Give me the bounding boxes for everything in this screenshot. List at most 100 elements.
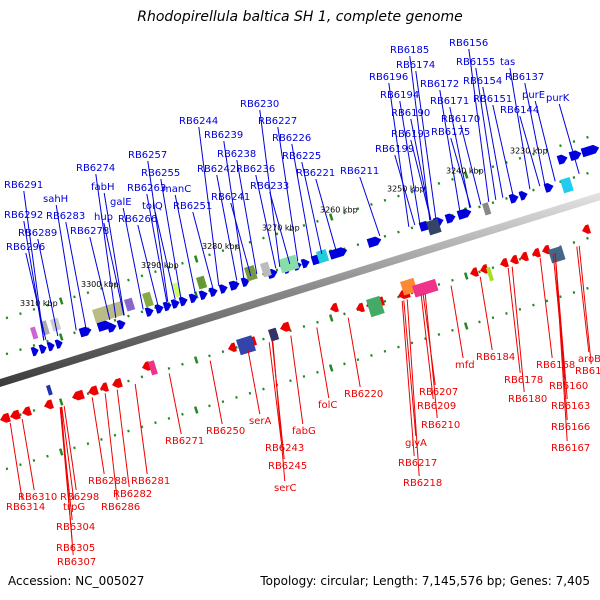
feature-block	[260, 261, 272, 278]
forward-gene-arrow	[106, 322, 117, 333]
tick-minor	[86, 392, 90, 396]
leader-line	[558, 103, 580, 175]
tick-minor	[208, 253, 211, 257]
feature-block	[236, 335, 257, 356]
forward-gene-arrow	[556, 154, 568, 165]
feature-block	[412, 278, 439, 298]
forward-gene-arrow	[30, 346, 39, 357]
leader-line	[277, 126, 299, 262]
forward-gene-label: RB6283	[46, 211, 85, 222]
forward-gene-label: RB6251	[173, 201, 212, 212]
leader-line	[168, 373, 182, 435]
forward-gene-label: RB6225	[282, 151, 321, 162]
reverse-gene-arrow	[356, 302, 365, 313]
tick-minor	[478, 169, 481, 173]
accession-label: Accession: NC_005027	[8, 574, 145, 588]
reverse-gene-arrow	[72, 389, 85, 401]
reverse-gene-label: RB6243	[265, 443, 304, 454]
forward-tick-row-outer	[5, 135, 589, 320]
tick-minor	[5, 316, 9, 320]
tick-minor	[73, 331, 76, 335]
feature-block	[548, 245, 566, 264]
tick-minor	[181, 362, 184, 366]
reverse-gene-arrow	[582, 224, 591, 234]
leader-line	[61, 406, 75, 501]
tick-minor	[572, 291, 576, 294]
reverse-gene-label: RB6167	[551, 443, 590, 454]
reverse-gene-label: RB6210	[421, 420, 460, 431]
forward-gene-label: purE	[522, 90, 545, 101]
feature-block	[244, 265, 258, 282]
leader-line	[401, 300, 415, 457]
leader-line	[104, 393, 118, 501]
leader-line	[63, 405, 77, 491]
tick-minor	[208, 354, 211, 358]
forward-gene-arrow	[444, 213, 456, 224]
tick-minor	[478, 270, 481, 274]
tick-minor	[451, 328, 454, 332]
tick-major	[328, 314, 334, 322]
forward-gene-label: RB6137	[505, 72, 544, 83]
reverse-gene-label: glyA	[405, 438, 427, 449]
reverse-gene-label: RB6304	[56, 522, 95, 533]
feature-block	[400, 277, 418, 296]
tick-minor	[73, 295, 76, 299]
forward-gene-label: RB6255	[141, 168, 180, 179]
feature-block	[482, 202, 492, 216]
tick-minor	[5, 467, 9, 471]
leader-line	[160, 178, 182, 298]
tick-minor	[289, 379, 292, 383]
tick-minor	[181, 412, 184, 416]
leader-line	[216, 174, 238, 281]
reverse-gene-label: RB6166	[551, 422, 590, 433]
tick-major	[193, 406, 199, 414]
tick-minor	[505, 197, 508, 200]
reverse-gene-label: RB6288	[88, 476, 127, 487]
forward-gene-arrow	[162, 301, 172, 312]
reverse-gene-label: RB6220	[344, 389, 383, 400]
forward-gene-label: RB6172	[420, 79, 459, 90]
forward-gene-label: RB6154	[463, 76, 502, 87]
forward-gene-label: hup	[94, 212, 113, 223]
leader-line	[37, 238, 59, 337]
tick-minor	[140, 274, 144, 278]
reverse-gene-label: trpG	[63, 502, 85, 513]
forward-gene-label: fabH	[91, 182, 115, 193]
reverse-gene-label: RB6298	[60, 492, 99, 503]
reverse-gene-arrow	[470, 267, 479, 277]
reverse-gene-label: RB6282	[113, 489, 152, 500]
forward-gene-arrow	[543, 183, 554, 193]
tick-major	[58, 398, 64, 406]
forward-gene-label: tolQ	[142, 201, 163, 212]
forward-gene-arrow	[188, 293, 198, 304]
leader-line	[403, 300, 417, 437]
forward-gene-label: RB6199	[375, 144, 414, 155]
genome-summary: Topology: circular; Length: 7,145,576 bp…	[260, 574, 590, 588]
reverse-gene-arrow	[500, 257, 509, 268]
tick-minor	[113, 318, 117, 322]
leader-line	[192, 211, 214, 288]
forward-gene-arrow	[46, 341, 55, 352]
tick-minor	[491, 316, 495, 320]
leader-line	[154, 211, 176, 300]
reverse-gene-label: RB6245	[268, 461, 307, 472]
tick-minor	[221, 400, 225, 404]
tick-minor	[316, 370, 319, 374]
tick-minor	[451, 177, 454, 181]
feature-block	[278, 254, 300, 274]
tick-minor	[410, 341, 414, 345]
tick-minor	[532, 303, 535, 307]
tick-major	[193, 255, 199, 263]
leader-line	[406, 299, 420, 477]
reverse-gene-label: serA	[249, 416, 271, 427]
forward-gene-label: sahH	[43, 194, 68, 205]
leader-line	[415, 70, 437, 219]
leader-line	[247, 348, 261, 415]
tick-major	[58, 333, 64, 341]
tick-minor	[491, 201, 495, 205]
tick-minor	[478, 320, 481, 324]
forward-gene-arrow	[116, 320, 126, 330]
tick-minor	[154, 270, 157, 274]
scale-tick-label: 3290 kbp	[141, 261, 179, 270]
